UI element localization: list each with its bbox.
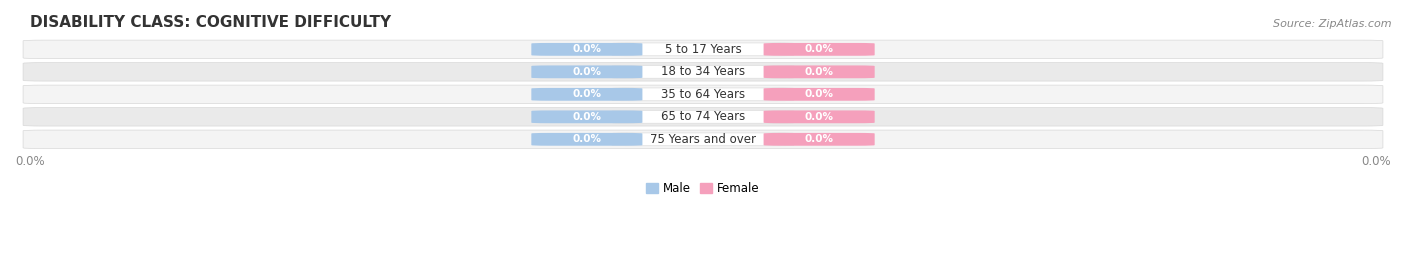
FancyBboxPatch shape: [763, 88, 875, 101]
Text: 0.0%: 0.0%: [572, 44, 602, 54]
FancyBboxPatch shape: [612, 43, 794, 56]
FancyBboxPatch shape: [531, 65, 643, 78]
FancyBboxPatch shape: [22, 40, 1384, 59]
FancyBboxPatch shape: [612, 133, 794, 146]
Text: 0.0%: 0.0%: [572, 67, 602, 77]
Text: 0.0%: 0.0%: [804, 112, 834, 122]
FancyBboxPatch shape: [612, 88, 794, 101]
Text: 18 to 34 Years: 18 to 34 Years: [661, 65, 745, 78]
Legend: Male, Female: Male, Female: [647, 182, 759, 195]
Text: 0.0%: 0.0%: [572, 89, 602, 99]
FancyBboxPatch shape: [531, 43, 643, 56]
FancyBboxPatch shape: [531, 88, 643, 101]
Text: 75 Years and over: 75 Years and over: [650, 133, 756, 146]
FancyBboxPatch shape: [763, 65, 875, 78]
FancyBboxPatch shape: [22, 85, 1384, 104]
FancyBboxPatch shape: [763, 43, 875, 56]
FancyBboxPatch shape: [22, 63, 1384, 81]
FancyBboxPatch shape: [22, 108, 1384, 126]
Text: 0.0%: 0.0%: [804, 89, 834, 99]
FancyBboxPatch shape: [612, 65, 794, 78]
Text: 0.0%: 0.0%: [804, 134, 834, 144]
Text: 0.0%: 0.0%: [572, 134, 602, 144]
FancyBboxPatch shape: [763, 110, 875, 123]
Text: 0.0%: 0.0%: [804, 44, 834, 54]
FancyBboxPatch shape: [22, 130, 1384, 148]
FancyBboxPatch shape: [531, 110, 643, 123]
FancyBboxPatch shape: [531, 133, 643, 146]
Text: Source: ZipAtlas.com: Source: ZipAtlas.com: [1274, 19, 1392, 29]
Text: 35 to 64 Years: 35 to 64 Years: [661, 88, 745, 101]
Text: 0.0%: 0.0%: [804, 67, 834, 77]
FancyBboxPatch shape: [612, 110, 794, 123]
Text: DISABILITY CLASS: COGNITIVE DIFFICULTY: DISABILITY CLASS: COGNITIVE DIFFICULTY: [30, 15, 391, 30]
FancyBboxPatch shape: [763, 133, 875, 146]
Text: 65 to 74 Years: 65 to 74 Years: [661, 110, 745, 123]
Text: 5 to 17 Years: 5 to 17 Years: [665, 43, 741, 56]
Text: 0.0%: 0.0%: [572, 112, 602, 122]
